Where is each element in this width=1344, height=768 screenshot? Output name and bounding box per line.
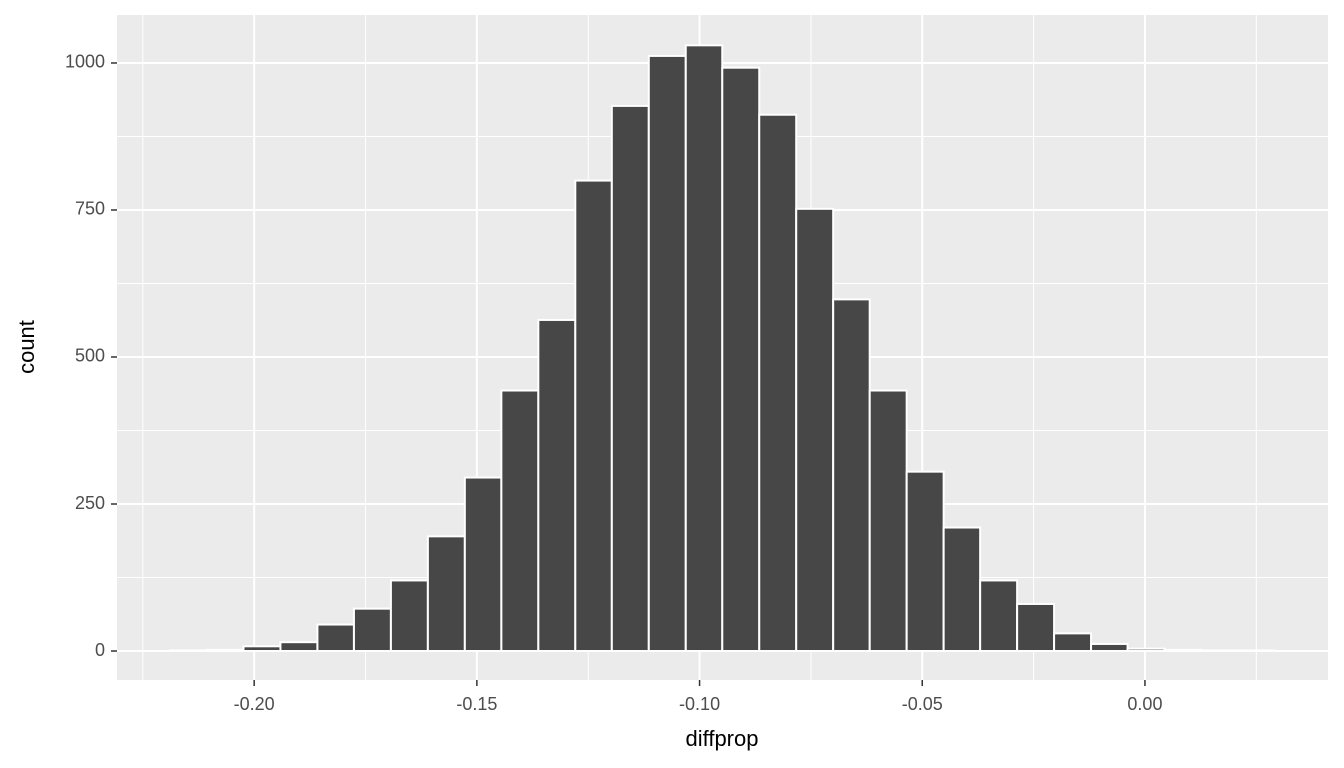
- bar: [942, 526, 982, 653]
- bar: [1053, 632, 1093, 653]
- bar: [426, 535, 466, 653]
- bar: [758, 113, 798, 653]
- x-tick-label: -0.15: [456, 694, 497, 714]
- bar: [1016, 602, 1056, 653]
- x-tick-label: -0.10: [679, 694, 720, 714]
- bar: [610, 104, 650, 653]
- y-tick-label: 500: [75, 346, 105, 366]
- bar: [1163, 648, 1203, 653]
- bar: [721, 66, 761, 653]
- bar: [1200, 649, 1240, 653]
- y-tick-label: 1000: [65, 52, 105, 72]
- bar: [832, 298, 871, 653]
- bar: [205, 648, 245, 653]
- y-tick-label: 250: [75, 493, 105, 513]
- x-tick-label: 0.00: [1127, 694, 1162, 714]
- x-axis-title: diffprop: [686, 726, 759, 751]
- bar: [242, 645, 282, 653]
- x-tick-label: -0.05: [902, 694, 943, 714]
- bar: [905, 470, 945, 653]
- y-tick-label: 0: [95, 640, 105, 660]
- bar: [868, 389, 908, 653]
- bar: [389, 579, 429, 653]
- y-axis-title: count: [14, 320, 39, 374]
- bar: [1090, 642, 1129, 653]
- bar: [352, 607, 392, 653]
- bar: [537, 318, 577, 653]
- bar: [316, 623, 355, 653]
- bar: [463, 476, 503, 653]
- bar: [979, 579, 1019, 653]
- bar: [1237, 649, 1276, 653]
- x-tick-label: -0.20: [234, 694, 275, 714]
- y-tick-label: 750: [75, 199, 105, 219]
- bar: [684, 44, 724, 653]
- bar: [1126, 647, 1166, 653]
- bar: [795, 207, 835, 653]
- bar: [279, 641, 319, 653]
- bar: [574, 179, 613, 653]
- bar: [169, 649, 208, 653]
- bar: [500, 389, 540, 653]
- bar: [647, 54, 687, 653]
